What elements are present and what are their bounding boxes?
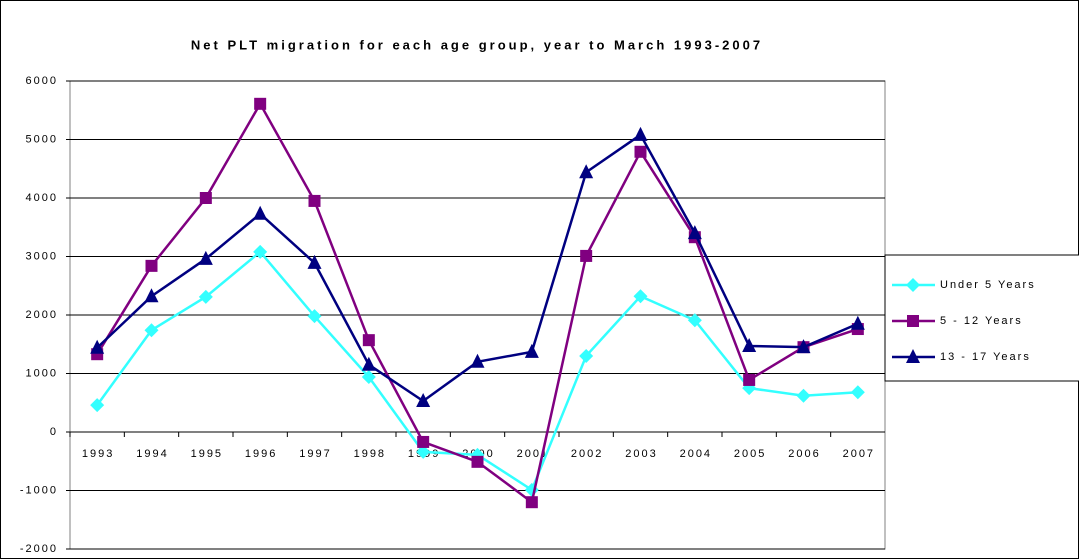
y-tick-label: -2000 [20, 543, 58, 555]
x-tick-label: 2003 [625, 448, 657, 460]
point [742, 338, 757, 353]
point [580, 249, 593, 262]
point [90, 339, 105, 354]
point [198, 289, 213, 304]
x-tick-label: 2004 [680, 448, 712, 460]
x-tick-label: 2006 [788, 448, 820, 460]
point [579, 164, 594, 179]
y-tick-label: 1000 [26, 367, 58, 379]
point [470, 353, 485, 368]
x-tick-label: 2002 [571, 448, 603, 460]
point [144, 323, 159, 338]
point [90, 398, 105, 413]
point [253, 205, 268, 220]
point [307, 309, 322, 324]
point [687, 225, 702, 240]
x-tick-label: 1994 [136, 448, 168, 460]
x-tick-label: 1995 [191, 448, 223, 460]
point [361, 356, 376, 371]
point [633, 126, 648, 141]
y-tick-label: 3000 [26, 250, 58, 262]
point [361, 370, 376, 385]
point [579, 348, 594, 363]
point [524, 343, 539, 358]
point [198, 250, 213, 265]
point [471, 455, 484, 468]
legend-label: 5 - 12 Years [940, 315, 1023, 327]
x-tick-label: 1993 [82, 448, 114, 460]
chart-title: Net PLT migration for each age group, ye… [191, 37, 763, 52]
x-tick-label: 2001 [517, 448, 549, 460]
point [850, 385, 865, 400]
x-tick-label: 1996 [245, 448, 277, 460]
y-tick-label: -1000 [20, 484, 58, 496]
point [416, 444, 431, 459]
y-tick-label: 2000 [26, 309, 58, 321]
point [796, 339, 811, 354]
point [253, 244, 268, 259]
point [199, 192, 212, 204]
x-tick-label: 2005 [734, 448, 766, 460]
point [417, 435, 430, 448]
legend-marker [906, 349, 920, 363]
legend-label: 13 - 17 Years [940, 351, 1031, 363]
point [634, 145, 647, 158]
point [633, 289, 648, 304]
point [308, 194, 321, 207]
y-tick-label: 5000 [26, 133, 58, 145]
point [850, 315, 865, 330]
x-tick-label: 2007 [843, 448, 875, 460]
y-tick-label: 0 [50, 426, 58, 438]
x-tick-label: 1997 [299, 448, 331, 460]
point [144, 288, 159, 303]
point [254, 97, 267, 110]
x-tick-label: 1998 [354, 448, 386, 460]
legend-marker [906, 278, 920, 292]
point [743, 373, 756, 386]
legend-label: Under 5 Years [940, 279, 1036, 291]
point [796, 388, 811, 403]
point [687, 313, 702, 328]
point [416, 392, 431, 407]
point [525, 496, 538, 509]
y-tick-label: 4000 [26, 192, 58, 204]
point [307, 254, 322, 269]
y-tick-label: 6000 [26, 75, 58, 87]
point [362, 334, 375, 347]
legend-marker [907, 315, 919, 327]
point [145, 259, 158, 272]
